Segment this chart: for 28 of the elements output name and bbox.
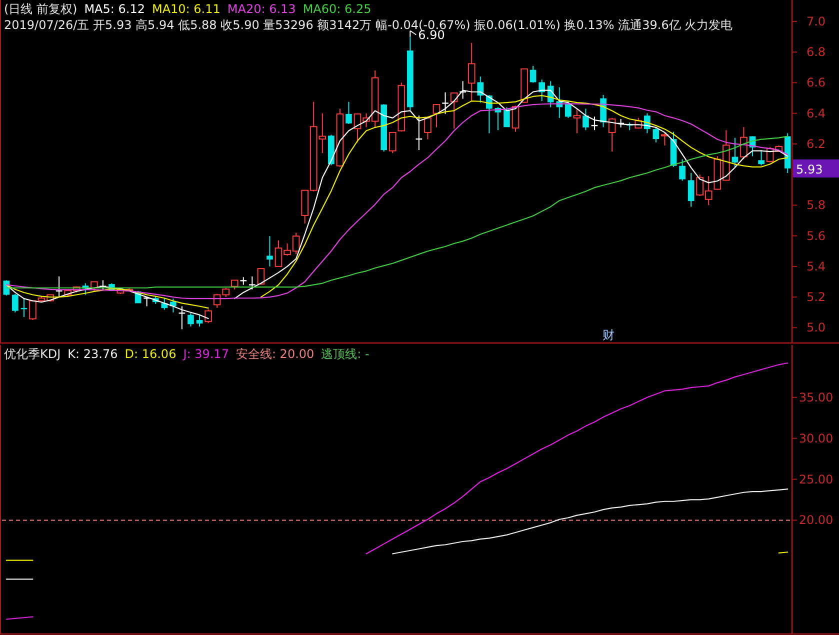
- y-tick-label: 6.2: [806, 136, 826, 151]
- text: MA20: 6.13: [227, 2, 296, 16]
- y-tick-label: 5.6: [806, 228, 826, 243]
- text: D: 16.06: [124, 347, 176, 361]
- text: 2019/07/26/五 开5.93 高5.94 低5.88 收5.90 量53296 额3142万 幅-0.04(-0.67%) 振0.06(1.01%) 换0.13% 流通39.6亿 火力发电: [4, 18, 733, 32]
- y-tick-label: 20.00: [798, 513, 834, 528]
- text: MA5: 6.12: [84, 2, 145, 16]
- y-tick-label: 6.4: [806, 106, 826, 120]
- chart-title: (日线 前复权): [4, 2, 78, 16]
- text: 5.93: [796, 162, 823, 176]
- annotation: 逃顶线: -: [321, 347, 370, 361]
- y-tick-label: 5.0: [806, 320, 826, 335]
- text: J: 39.17: [182, 347, 229, 361]
- y-tick-label: 6.8: [806, 45, 826, 60]
- chart-title: 优化季KDJ: [4, 347, 61, 361]
- y-tick-label: 30.00: [798, 431, 834, 446]
- y-tick-label: 5.8: [806, 198, 826, 212]
- text: K: 23.76: [68, 347, 118, 361]
- y-tick-label: 5.2: [806, 290, 826, 304]
- y-tick-label: 5.4: [806, 259, 826, 274]
- ref-line-label: 安全线: 20.00: [236, 347, 314, 361]
- y-tick-label: 35.00: [798, 390, 834, 404]
- y-tick-label: 7.0: [806, 14, 826, 28]
- y-tick-label: 25.00: [798, 472, 834, 486]
- y-tick-label: 6.6: [806, 76, 826, 90]
- annotation: 财: [602, 328, 614, 342]
- text: MA10: 6.11: [152, 2, 220, 16]
- text: MA60: 6.25: [302, 2, 372, 16]
